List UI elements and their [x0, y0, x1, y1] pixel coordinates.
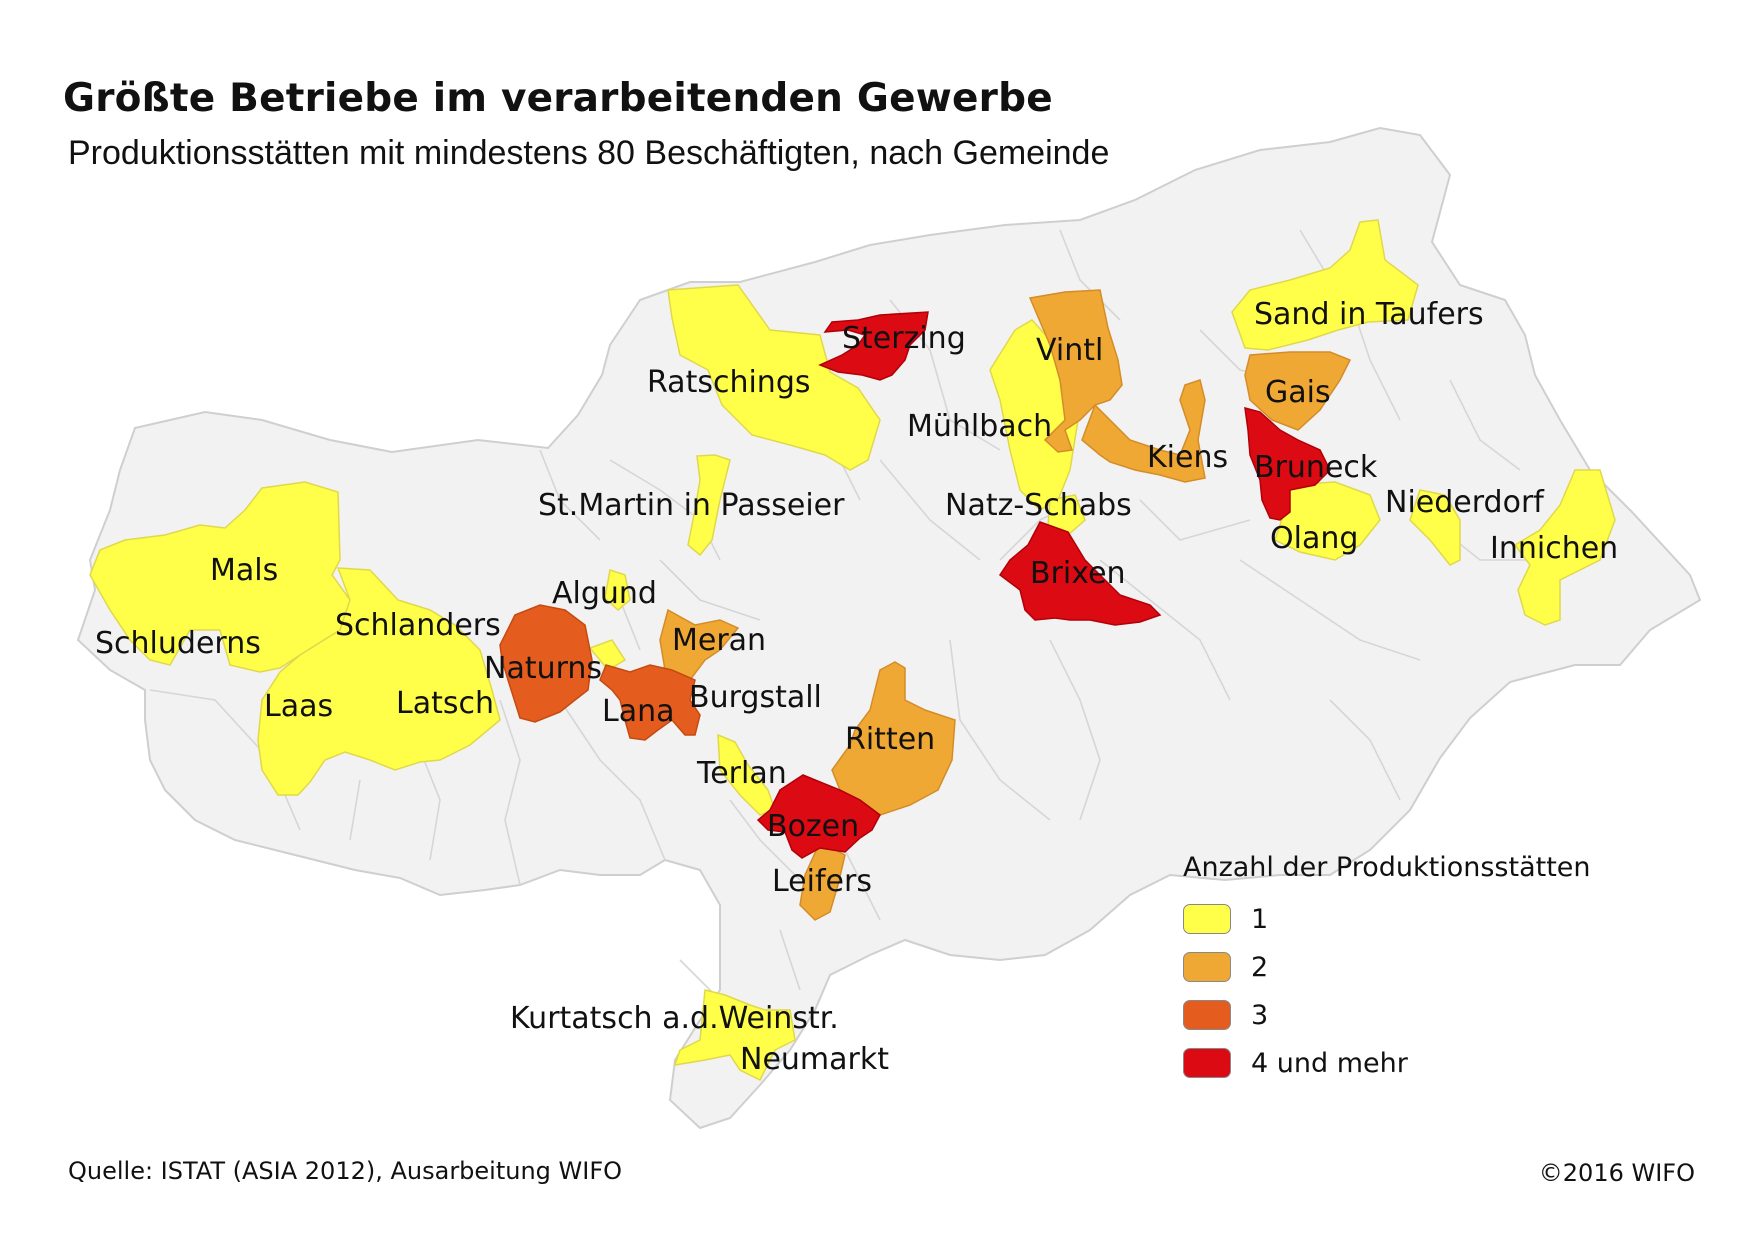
legend-swatch-4 [1183, 1048, 1231, 1078]
label-sand-in-taufers: Sand in Taufers [1254, 297, 1484, 332]
level-3-regions [499, 604, 701, 741]
label-schlanders: Schlanders [335, 608, 501, 643]
label-schluderns: Schluderns [95, 626, 261, 661]
label-kiens: Kiens [1147, 440, 1228, 475]
label-leifers: Leifers [772, 864, 872, 899]
legend-item-2: 2 [1183, 943, 1591, 991]
copyright-note: ©2016 WIFO [1538, 1159, 1695, 1187]
legend-item-4: 4 und mehr [1183, 1039, 1591, 1087]
legend-label: 4 und mehr [1251, 1047, 1408, 1079]
region-sterzing [818, 311, 929, 381]
region-lana [599, 664, 701, 741]
region-naturns [499, 604, 593, 723]
region-natz-schabs [1047, 494, 1086, 536]
label-brixen: Brixen [1030, 556, 1126, 591]
label-ritten: Ritten [845, 722, 935, 757]
label-niederdorf: Niederdorf [1385, 485, 1545, 520]
label-ratschings: Ratschings [647, 365, 811, 400]
legend-swatch-2 [1183, 952, 1231, 982]
region-ratschings [667, 284, 881, 471]
label-bruneck: Bruneck [1254, 450, 1378, 485]
label-terlan: Terlan [696, 756, 787, 791]
label-meran: Meran [672, 623, 766, 658]
place-labels: Sterzing Ratschings Vintl Mühlbach Kiens… [95, 297, 1618, 1077]
label-lana: Lana [602, 694, 675, 729]
region-brixen [998, 521, 1162, 626]
label-vintl: Vintl [1036, 333, 1103, 368]
legend-swatch-1 [1183, 904, 1231, 934]
region-innichen [1513, 469, 1616, 626]
region-bozen [756, 774, 881, 859]
region-st-martin [687, 454, 731, 557]
region-kurtatsch [673, 989, 796, 1082]
legend-title: Anzahl der Produktionsstätten [1183, 852, 1591, 883]
label-laas: Laas [264, 689, 333, 724]
region-bruneck [1244, 406, 1331, 521]
label-muehlbach: Mühlbach [907, 409, 1052, 444]
legend: Anzahl der Produktionsstätten 1 2 3 4 un… [1183, 852, 1591, 1087]
label-bozen: Bozen [767, 809, 859, 844]
level-4-regions [756, 311, 1331, 859]
map-subtitle: Produktionsstätten mit mindestens 80 Bes… [68, 134, 1110, 172]
source-note: Quelle: ISTAT (ASIA 2012), Ausarbeitung … [68, 1157, 623, 1185]
label-latsch: Latsch [396, 686, 494, 721]
map-title: Größte Betriebe im verarbeitenden Gewerb… [63, 76, 1053, 121]
label-innichen: Innichen [1490, 531, 1618, 566]
label-kurtatsch: Kurtatsch a.d.Weinstr. [510, 1001, 839, 1036]
region-niederdorf [1409, 489, 1461, 566]
region-vintl [1028, 289, 1123, 453]
region-kiens [1081, 379, 1206, 483]
region-meran [659, 608, 740, 692]
label-natz-schabs: Natz-Schabs [945, 488, 1132, 523]
region-schlanders-laas [257, 567, 501, 796]
label-algund: Algund [552, 576, 657, 611]
region-gais [1244, 351, 1352, 431]
region-olang [1274, 481, 1381, 561]
region-leifers [799, 840, 846, 921]
legend-swatch-3 [1183, 1000, 1231, 1030]
label-burgstall: Burgstall [689, 680, 822, 715]
region-sand-in-taufers [1231, 219, 1419, 351]
legend-label: 1 [1251, 903, 1269, 935]
label-mals: Mals [210, 553, 278, 588]
legend-item-3: 3 [1183, 991, 1591, 1039]
region-mals [89, 481, 351, 673]
label-neumarkt: Neumarkt [740, 1042, 889, 1077]
label-gais: Gais [1265, 375, 1331, 410]
region-burgstall [588, 639, 627, 671]
legend-item-1: 1 [1183, 895, 1591, 943]
legend-label: 3 [1251, 999, 1269, 1031]
label-sterzing: Sterzing [842, 321, 966, 356]
label-naturns: Naturns [484, 651, 602, 686]
label-olang: Olang [1270, 521, 1358, 556]
region-algund [604, 569, 631, 611]
legend-label: 2 [1251, 951, 1269, 983]
label-st-martin: St.Martin in Passeier [538, 488, 845, 523]
level-1-regions [89, 219, 1616, 1082]
